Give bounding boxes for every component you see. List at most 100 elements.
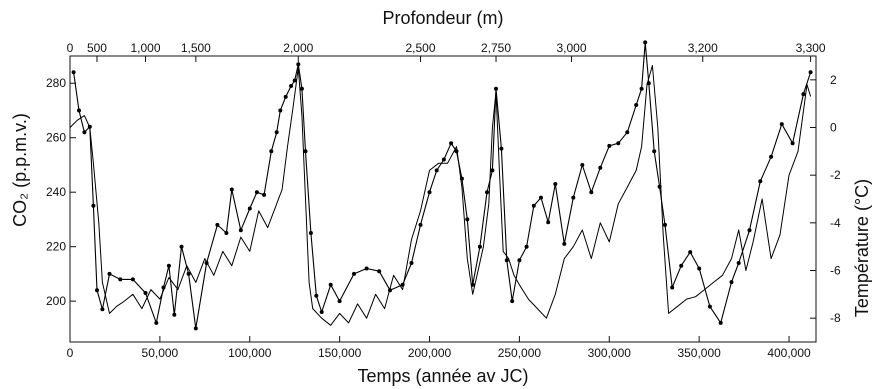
co2-point	[434, 168, 439, 173]
co2-point	[262, 192, 267, 197]
co2-point	[130, 277, 135, 282]
co2-point	[477, 244, 482, 249]
co2-point	[707, 304, 712, 309]
co2-point	[179, 244, 184, 249]
co2-point	[278, 108, 283, 113]
co2-point	[319, 310, 324, 314]
co2-point	[107, 271, 112, 276]
left-tick-label: 200	[46, 294, 66, 308]
co2-point	[418, 222, 423, 227]
co2-point	[186, 271, 191, 276]
co2-point	[283, 94, 288, 99]
x-tick-label: 0	[67, 346, 74, 360]
x-axis: 0 50,000 100,000 150,000 200,000 250,000 300,0…	[67, 336, 811, 360]
right-tick-label: -2	[830, 168, 841, 182]
co2-point	[779, 122, 784, 127]
co2-point	[718, 320, 723, 325]
co2-point	[238, 228, 243, 233]
right-tick-label: -6	[830, 264, 841, 278]
co2-point	[571, 195, 576, 200]
plot-frame	[69, 55, 817, 343]
co2-point	[758, 179, 763, 184]
co2-point	[229, 187, 234, 192]
right-tick-label: 0	[830, 121, 837, 135]
temperature-series	[69, 65, 812, 326]
x-tick-label: 350,000	[677, 346, 721, 360]
co2-point	[553, 182, 558, 186]
co2-point	[328, 282, 333, 287]
co2-point	[494, 86, 498, 91]
co2-point	[100, 307, 105, 312]
left-tick-label: 260	[46, 131, 66, 145]
co2-point	[747, 228, 752, 233]
right-tick-label: 2	[830, 73, 837, 87]
top-tick-label: 1,500	[181, 41, 211, 55]
co2-point	[82, 130, 87, 135]
top-tick-label: 3,200	[688, 41, 718, 55]
co2-point	[95, 288, 99, 293]
co2-point	[289, 84, 294, 88]
co2-point	[166, 263, 171, 268]
co2-point	[580, 163, 585, 167]
right-tick-label: -4	[830, 216, 841, 230]
top-tick-label: 2,500	[406, 41, 436, 55]
co2-point	[274, 130, 279, 135]
co2-point	[531, 203, 536, 208]
co2-point	[364, 266, 369, 271]
co2-point	[449, 141, 454, 146]
top-axis: 0 500 1,000 1,500 2,000 2,500 2,750 3,000 3,200 3…	[67, 41, 826, 62]
co2-point	[634, 103, 639, 107]
co2-point	[299, 86, 304, 91]
left-tick-label: 220	[46, 240, 66, 254]
co2-point	[504, 258, 509, 263]
co2-point	[490, 168, 495, 173]
co2-point	[729, 280, 734, 285]
co2-point	[77, 108, 81, 113]
co2-point	[352, 271, 356, 276]
co2-point	[688, 250, 693, 255]
co2-point	[409, 261, 414, 265]
co2-point	[607, 143, 612, 148]
co2-point	[769, 154, 774, 159]
left-axis-title: CO₂ (p.p.m.v.)	[10, 113, 30, 227]
left-tick-label: 280	[46, 76, 66, 90]
co2-point	[215, 222, 220, 227]
co2-point	[589, 190, 594, 195]
x-tick-label: 150,000	[318, 346, 362, 360]
co2-point	[517, 258, 522, 263]
co2-point	[524, 244, 529, 249]
co2-point	[377, 269, 382, 274]
co2-point	[625, 130, 630, 135]
co2-point	[697, 266, 702, 271]
co2-line	[73, 41, 812, 329]
co2-point	[269, 149, 274, 154]
top-tick-label: 3,000	[557, 41, 587, 55]
top-tick-label: 500	[87, 41, 107, 55]
co2-point	[639, 86, 644, 91]
co2-point	[790, 141, 795, 146]
co2-point	[303, 149, 308, 154]
co2-series	[71, 40, 813, 331]
co2-point	[808, 70, 813, 75]
co2-point	[254, 190, 259, 195]
co2-point	[247, 206, 252, 211]
co2-point	[172, 312, 177, 317]
co2-point	[118, 277, 123, 282]
right-axis-title: Température (°C)	[852, 179, 872, 317]
co2-point	[616, 141, 621, 146]
x-axis-title: Temps (année av JC)	[357, 366, 528, 386]
co2-point	[465, 217, 470, 222]
x-tick-label: 250,000	[498, 346, 542, 360]
co2-point	[441, 157, 446, 162]
co2-point	[308, 231, 313, 235]
co2-point	[510, 299, 515, 304]
co2-point	[562, 241, 567, 246]
x-tick-label: 300,000	[588, 346, 632, 360]
top-tick-label: 2,750	[481, 41, 511, 55]
co2-point	[143, 291, 148, 295]
x-tick-label: 400,000	[767, 346, 811, 360]
co2-point	[499, 146, 504, 151]
co2-point	[292, 78, 297, 83]
co2-point	[652, 149, 657, 154]
